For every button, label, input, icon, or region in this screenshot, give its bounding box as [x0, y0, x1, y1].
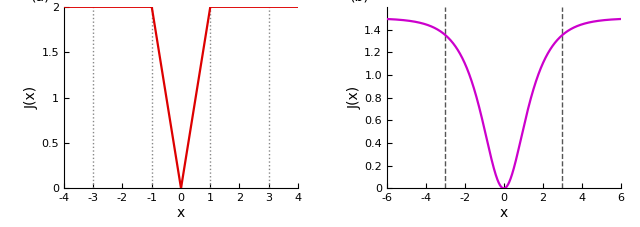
X-axis label: x: x: [177, 206, 185, 220]
Text: (b): (b): [349, 0, 369, 3]
Y-axis label: J(x): J(x): [25, 86, 39, 109]
X-axis label: x: x: [500, 206, 508, 220]
Text: (a): (a): [31, 0, 51, 3]
Y-axis label: J(x): J(x): [348, 86, 362, 109]
